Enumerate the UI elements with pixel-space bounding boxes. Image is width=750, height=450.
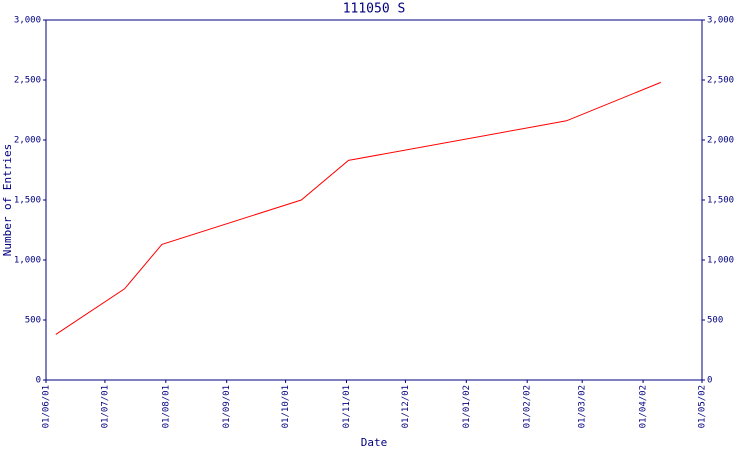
data-line: [55, 81, 661, 335]
x-tick-label: 01/05/02: [698, 385, 708, 428]
plot-frame: [45, 19, 703, 381]
x-tick-label: 01/12/01: [401, 385, 411, 428]
y2-tick-label: 1,000: [707, 256, 734, 266]
chart-title: 111050 S: [343, 2, 406, 17]
y2-tick-label: 1,500: [707, 196, 734, 206]
y-tick-label: 2,500: [14, 76, 41, 86]
y2-tick-label: 0: [707, 376, 712, 386]
x-tick-label: 01/06/01: [42, 385, 52, 428]
y2-tick-label: 2,500: [707, 76, 734, 86]
y2-tick-label: 3,000: [707, 16, 734, 26]
x-tick-label: 01/10/01: [281, 385, 291, 428]
y-tick-label: 2,000: [14, 136, 41, 146]
x-axis-title: Date: [361, 436, 388, 449]
x-tick-label: 01/01/02: [462, 385, 472, 428]
x-tick-label: 01/04/02: [639, 385, 649, 428]
x-tick-label: 01/03/02: [578, 385, 588, 428]
y2-tick-label: 500: [707, 316, 723, 326]
x-tick-label: 01/09/01: [222, 385, 232, 428]
x-tick-label: 01/07/01: [100, 385, 110, 428]
y-tick-label: 3,000: [14, 16, 41, 26]
y-tick-label: 500: [25, 316, 41, 326]
y2-tick-label: 2,000: [707, 136, 734, 146]
y-tick-label: 1,000: [14, 256, 41, 266]
x-tick-label: 01/08/01: [161, 385, 171, 428]
y-tick-label: 0: [36, 376, 41, 386]
x-tick-label: 01/02/02: [523, 385, 533, 428]
y-tick-label: 1,500: [14, 196, 41, 206]
x-tick-label: 01/11/01: [342, 385, 352, 428]
y-axis-title: Number of Entries: [1, 144, 14, 257]
